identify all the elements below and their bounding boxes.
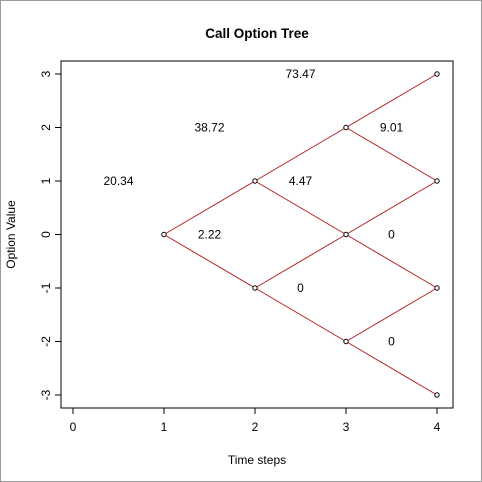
- y-axis-label: Option Value: [4, 200, 18, 269]
- x-tick-label: 0: [70, 420, 77, 434]
- tree-edges: [163, 73, 438, 396]
- tree-edge: [163, 180, 256, 235]
- x-tick-label: 3: [343, 420, 350, 434]
- tree-edge: [345, 341, 438, 396]
- node-value-label: 0: [297, 281, 304, 295]
- tree-node-point: [434, 71, 440, 77]
- tree-edge: [345, 180, 438, 235]
- y-tick-label: -1: [39, 282, 53, 293]
- node-value-label: 2.22: [198, 228, 222, 242]
- chart-title: Call Option Tree: [205, 26, 309, 41]
- y-tick-label: -2: [39, 336, 53, 347]
- tree-node-point: [343, 231, 349, 238]
- tree-node-point: [434, 285, 440, 291]
- node-value-label: 0: [388, 335, 395, 349]
- tree-edge: [345, 234, 438, 289]
- x-tick-label: 4: [434, 420, 441, 434]
- tree-edge: [163, 234, 256, 289]
- axes: 0 1 2 3 4 -3 -2 -1 0 1 2 3: [39, 70, 440, 434]
- node-value-label: 20.34: [103, 174, 133, 188]
- x-axis-label: Time steps: [228, 453, 286, 467]
- tree-nodes: [161, 71, 440, 398]
- node-value-label: 73.47: [285, 67, 315, 81]
- tree-edge: [345, 73, 438, 128]
- x-tick-label: 1: [161, 420, 168, 434]
- node-value-label: 4.47: [289, 174, 313, 188]
- y-tick-label: -3: [39, 389, 53, 400]
- y-tick-label: 1: [39, 177, 53, 184]
- tree-edge: [345, 127, 438, 182]
- tree-edge: [254, 234, 347, 289]
- tree-edge: [254, 287, 347, 342]
- tree-node-point: [434, 178, 440, 184]
- x-tick-label: 2: [252, 420, 259, 434]
- tree-node-point: [343, 124, 349, 131]
- tree-edge: [254, 180, 347, 235]
- tree-edge: [345, 287, 438, 342]
- tree-node-point: [252, 178, 258, 184]
- node-value-label: 9.01: [380, 121, 404, 135]
- tree-node-point: [252, 285, 258, 291]
- node-value-labels: 20.34 38.72 2.22 73.47 4.47 0 9.01 0 0: [103, 67, 403, 349]
- y-tick-label: 3: [39, 70, 53, 77]
- tree-node-point: [434, 392, 440, 398]
- y-tick-label: 2: [39, 124, 53, 131]
- node-value-label: 38.72: [194, 121, 224, 135]
- y-tick-label: 0: [39, 231, 53, 238]
- node-value-label: 0: [388, 228, 395, 242]
- tree-node-point: [343, 338, 349, 345]
- tree-node-point: [161, 231, 167, 238]
- tree-edge: [254, 127, 347, 182]
